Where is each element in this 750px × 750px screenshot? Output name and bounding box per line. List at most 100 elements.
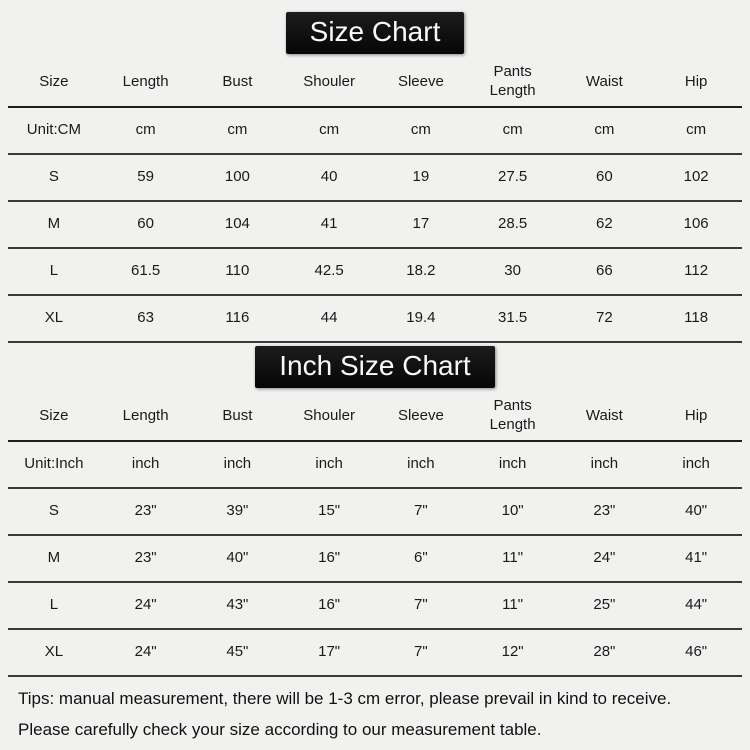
inch-size-table: Size Length Bust Shouler Sleeve Pants Length W…	[8, 392, 742, 677]
column-header: Size	[39, 406, 69, 424]
table-row: XL 63 116 44 19.4 31.5 72 118	[8, 296, 742, 343]
table-cell: 40"	[685, 502, 708, 520]
column-header: Hip	[684, 72, 708, 90]
table-cell: L	[49, 262, 59, 280]
table-cell: 61.5	[131, 262, 161, 280]
table-row: Unit:Inch inch inch inch inch inch inch inch	[8, 442, 742, 489]
header-row: Size Length Bust Shouler Sleeve Pants Length W…	[8, 58, 742, 108]
table-cell: 60	[596, 168, 613, 186]
table-cell: 118	[684, 309, 709, 327]
table-cell: 40	[320, 168, 338, 186]
column-header: Size	[39, 72, 69, 90]
table-cell: 104	[224, 215, 250, 233]
table-cell: 24"	[593, 549, 616, 567]
cm-size-table: Size Length Bust Shouler Sleeve Pants Length W…	[8, 58, 742, 343]
tips-line-1: Tips: manual measurement, there will be …	[18, 689, 672, 708]
header-row: Size Length Bust Shouler Sleeve Pants Length W…	[8, 392, 742, 442]
table-cell: cm	[319, 121, 340, 139]
table-cell: 59	[137, 168, 154, 186]
cm-chart-title: Size Chart	[285, 12, 465, 54]
table-cell: inch	[223, 455, 252, 473]
table-cell: 41"	[685, 549, 708, 567]
table-cell: 7"	[414, 502, 428, 520]
table-cell: 10"	[501, 502, 524, 520]
table-cell: inch	[682, 455, 710, 473]
inch-chart-title: Inch Size Chart	[255, 346, 495, 388]
column-header: Pants Length	[489, 397, 536, 433]
table-row: XL 24" 45" 17" 7" 12" 28" 46"	[8, 630, 742, 677]
inch-chart-title-row: Inch Size Chart	[0, 343, 750, 392]
table-cell: S	[48, 502, 59, 520]
table-cell: 28.5	[498, 215, 528, 233]
table-cell: 72	[596, 309, 613, 327]
table-cell: cm	[410, 121, 431, 139]
table-cell: 17"	[318, 643, 341, 661]
table-cell: 12"	[501, 643, 524, 661]
table-cell: 23"	[593, 502, 616, 520]
table-cell: 7"	[414, 596, 428, 614]
column-header: Bust	[222, 406, 253, 424]
table-row: Unit:CM cm cm cm cm cm cm cm	[8, 108, 742, 155]
table-cell: 44	[320, 309, 338, 327]
table-cell: 45"	[226, 643, 249, 661]
column-header: Length	[122, 406, 169, 424]
table-cell: cm	[502, 121, 523, 139]
table-cell: 60	[137, 215, 154, 233]
table-cell: 19.4	[406, 309, 436, 327]
table-cell: 24"	[134, 643, 157, 661]
column-header: Waist	[585, 72, 623, 90]
column-header: Shouler	[303, 72, 355, 90]
table-cell: M	[47, 549, 61, 567]
table-cell: 40"	[226, 549, 249, 567]
table-cell: 106	[683, 215, 709, 233]
table-cell: 102	[683, 168, 709, 186]
table-cell: L	[49, 596, 59, 614]
table-cell: cm	[686, 121, 707, 139]
column-header: Length	[122, 72, 169, 90]
table-cell: 6"	[414, 549, 428, 567]
table-cell: cm	[594, 121, 615, 139]
table-cell: cm	[227, 121, 248, 139]
table-cell: 43"	[226, 596, 249, 614]
table-cell: 25"	[593, 596, 616, 614]
table-cell: 112	[684, 262, 709, 280]
table-cell: 27.5	[498, 168, 528, 186]
table-cell: inch	[590, 455, 619, 473]
table-row: M 60 104 41 17 28.5 62 106	[8, 202, 742, 249]
table-cell: 66	[596, 262, 613, 280]
cm-chart-title-row: Size Chart	[0, 0, 750, 58]
table-cell: XL	[44, 309, 64, 327]
table-cell: 39"	[226, 502, 249, 520]
table-cell: S	[48, 168, 59, 186]
table-cell: inch	[498, 455, 527, 473]
table-row: L 24" 43" 16" 7" 11" 25" 44"	[8, 583, 742, 630]
tips-line-2: Please carefully check your size accordi…	[18, 720, 542, 739]
table-cell: Unit:CM	[26, 121, 81, 139]
table-cell: 42.5	[314, 262, 344, 280]
table-cell: inch	[131, 455, 160, 473]
column-header: Hip	[684, 406, 708, 424]
column-header: Waist	[585, 406, 623, 424]
tips-section: Tips: manual measurement, there will be …	[18, 689, 750, 740]
table-cell: 16"	[318, 549, 341, 567]
table-cell: 11"	[502, 596, 524, 614]
table-cell: M	[47, 215, 61, 233]
table-cell: 100	[224, 168, 250, 186]
table-cell: 23"	[134, 502, 157, 520]
table-cell: 31.5	[498, 309, 528, 327]
table-row: L 61.5 110 42.5 18.2 30 66 112	[8, 249, 742, 296]
table-cell: Unit:Inch	[24, 455, 84, 473]
table-cell: 28"	[593, 643, 616, 661]
table-cell: 18.2	[406, 262, 436, 280]
table-row: S 59 100 40 19 27.5 60 102	[8, 155, 742, 202]
table-cell: 15"	[318, 502, 341, 520]
table-cell: 41	[320, 215, 338, 233]
table-cell: 11"	[502, 549, 524, 567]
table-row: M 23" 40" 16" 6" 11" 24" 41"	[8, 536, 742, 583]
table-cell: cm	[135, 121, 156, 139]
table-cell: 30	[504, 262, 521, 280]
column-header: Bust	[222, 72, 253, 90]
table-cell: 44"	[685, 596, 708, 614]
table-cell: 19	[412, 168, 430, 186]
table-cell: 17	[412, 215, 430, 233]
